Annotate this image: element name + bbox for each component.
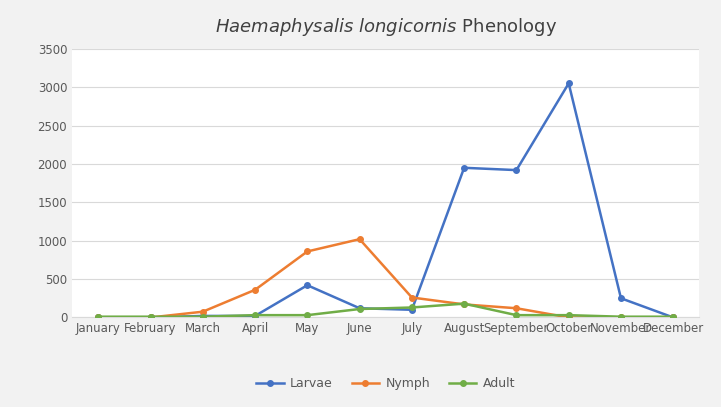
Nymph [616,315,625,320]
Nymph [669,315,678,320]
Nymph [303,249,311,254]
Nymph [512,306,521,311]
Larvae [355,306,364,311]
Nymph [407,295,416,300]
Larvae [251,313,260,318]
Larvae [94,315,102,320]
Line: Larvae: Larvae [95,81,676,320]
Nymph [355,237,364,242]
Adult [198,314,207,319]
Nymph [94,315,102,320]
Larvae [669,315,678,320]
Line: Nymph: Nymph [95,236,676,320]
Adult [94,314,102,319]
Larvae [565,81,573,86]
Larvae [303,283,311,288]
Adult [616,314,625,319]
Adult [146,314,155,319]
Nymph [251,287,260,292]
Adult [669,314,678,319]
Nymph [565,315,573,320]
Larvae [616,296,625,301]
Adult [512,313,521,317]
Adult [565,313,573,317]
Adult [460,301,469,306]
Adult [251,313,260,317]
Adult [407,305,416,310]
Larvae [460,165,469,170]
Line: Adult: Adult [95,301,676,319]
Nymph [146,315,155,320]
Larvae [512,168,521,173]
Larvae [198,313,207,318]
Nymph [198,309,207,314]
Legend: Larvae, Nymph, Adult: Larvae, Nymph, Adult [252,372,520,395]
Larvae [407,307,416,312]
Adult [303,313,311,317]
Title: $\it{Haemaphysalis\ longicornis}$ Phenology: $\it{Haemaphysalis\ longicornis}$ Phenol… [215,16,557,38]
Larvae [146,315,155,320]
Adult [355,306,364,311]
Nymph [460,302,469,307]
